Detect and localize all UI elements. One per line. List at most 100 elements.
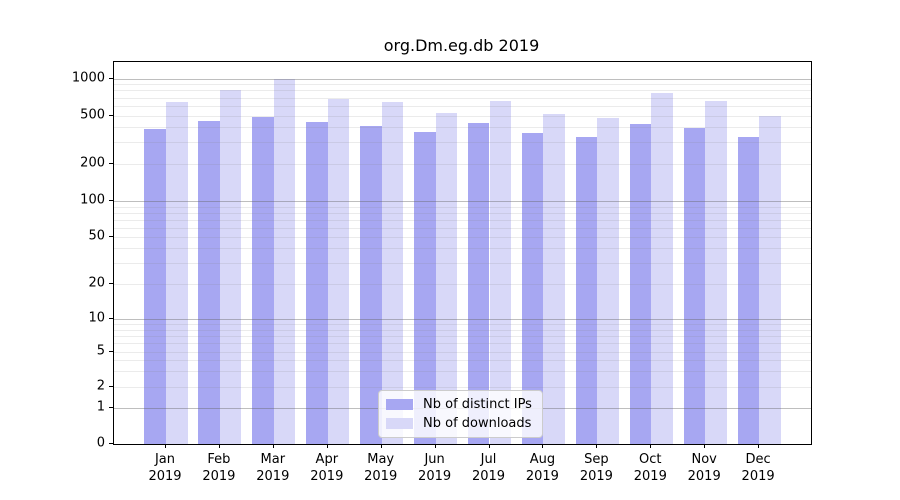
- bar-nb-of-distinct-ips-jun: [414, 132, 436, 444]
- x-tick-mark: [758, 444, 760, 448]
- x-tick-mark: [704, 444, 706, 448]
- gridline-minor: [114, 335, 811, 337]
- legend-swatch-distinct-ips: [386, 399, 413, 410]
- bar-nb-of-downloads-apr: [327, 99, 350, 444]
- y-tick-mark: [109, 350, 113, 352]
- chart-title: org.Dm.eg.db 2019: [383, 36, 540, 55]
- gridline-minor: [114, 219, 811, 221]
- x-tick-mark: [380, 444, 382, 448]
- x-tick-mark: [596, 444, 598, 448]
- bar-nb-of-downloads-mar: [273, 79, 296, 444]
- y-tick-label: 50: [88, 228, 105, 244]
- x-tick-mark: [488, 444, 490, 448]
- y-tick-label: 5: [96, 343, 105, 358]
- x-tick-label-oct: Oct 2019: [633, 452, 667, 484]
- legend-swatch-downloads: [386, 418, 413, 429]
- y-tick-mark: [109, 406, 113, 408]
- x-tick-label-feb: Feb 2019: [202, 452, 236, 484]
- y-tick-label: 0: [96, 435, 105, 451]
- bar-nb-of-distinct-ips-dec: [737, 136, 760, 444]
- bar-nb-of-downloads-feb: [219, 90, 242, 444]
- x-tick-label-may: May 2019: [364, 452, 398, 484]
- bar-nb-of-distinct-ips-mar: [252, 116, 274, 444]
- gridline-minor: [114, 115, 811, 117]
- bar-nb-of-downloads-aug: [543, 113, 565, 444]
- y-tick-mark: [109, 318, 113, 319]
- x-tick-label-dec: Dec 2019: [741, 452, 775, 484]
- bar-nb-of-downloads-oct: [651, 93, 673, 444]
- bar-nb-of-downloads-nov: [705, 101, 727, 444]
- x-tick-mark: [326, 444, 328, 448]
- y-tick-label: 500: [80, 107, 105, 122]
- gridline-minor: [114, 97, 811, 99]
- y-tick-mark: [109, 386, 113, 387]
- y-tick-mark: [109, 283, 113, 284]
- x-tick-label-jan: Jan 2019: [148, 452, 182, 484]
- legend-row-downloads: Nb of downloads: [386, 416, 532, 431]
- gridline-minor: [114, 227, 811, 229]
- x-tick-mark: [165, 444, 166, 448]
- bar-nb-of-distinct-ips-nov: [683, 127, 706, 444]
- gridline-minor: [114, 323, 811, 325]
- gridline-minor: [114, 351, 811, 353]
- x-tick-mark: [434, 444, 436, 448]
- gridline-minor: [114, 237, 811, 238]
- x-tick-mark: [272, 444, 274, 448]
- bar-nb-of-distinct-ips-aug: [521, 133, 544, 444]
- y-tick-mark: [109, 114, 113, 116]
- bar-nb-of-downloads-jun: [435, 112, 458, 444]
- x-tick-label-jun: Jun 2019: [418, 452, 452, 484]
- bar-nb-of-downloads-sep: [597, 118, 619, 444]
- gridline-major: [114, 201, 811, 202]
- gridline-minor: [114, 248, 811, 250]
- y-tick-label: 1000: [71, 70, 105, 85]
- gridline-minor: [114, 343, 811, 344]
- gridline-major: [114, 319, 811, 320]
- gridline-minor: [114, 360, 811, 362]
- gridline-minor: [114, 127, 811, 129]
- x-tick-label-aug: Aug 2019: [525, 452, 559, 484]
- gridline-minor: [114, 206, 811, 208]
- gridline-minor: [114, 105, 811, 107]
- legend-label-downloads: Nb of downloads: [423, 416, 532, 431]
- bar-nb-of-distinct-ips-oct: [629, 124, 652, 444]
- legend-row-distinct-ips: Nb of distinct IPs: [386, 397, 532, 412]
- gridline-minor: [114, 84, 811, 86]
- gridline-minor: [114, 163, 811, 165]
- gridline-minor: [114, 212, 811, 214]
- x-tick-label-jul: Jul 2019: [471, 452, 506, 484]
- y-tick-mark: [109, 162, 113, 164]
- y-tick-label: 200: [80, 155, 105, 170]
- gridline-minor: [114, 263, 811, 265]
- x-tick-label-apr: Apr 2019: [310, 452, 344, 484]
- bar-nb-of-distinct-ips-apr: [306, 121, 328, 444]
- gridline-minor: [114, 90, 811, 92]
- y-tick-label: 20: [88, 275, 105, 291]
- x-tick-mark: [218, 444, 220, 448]
- y-tick-label: 100: [80, 192, 105, 208]
- x-tick-mark: [650, 444, 652, 448]
- y-tick-label: 1: [96, 399, 105, 414]
- y-tick-mark: [109, 443, 113, 444]
- bar-nb-of-downloads-jan: [166, 101, 188, 444]
- bar-nb-of-downloads-may: [381, 102, 404, 444]
- gridline-minor: [114, 387, 811, 388]
- y-tick-mark: [109, 236, 113, 237]
- bar-nb-of-distinct-ips-jul: [467, 122, 490, 444]
- x-tick-mark: [542, 444, 544, 448]
- y-tick-label: 2: [96, 378, 105, 394]
- gridline-minor: [114, 142, 811, 144]
- bar-nb-of-distinct-ips-feb: [198, 121, 220, 444]
- legend-label-distinct-ips: Nb of distinct IPs: [423, 397, 532, 412]
- gridline-minor: [114, 284, 811, 285]
- y-tick-mark: [109, 77, 113, 79]
- bar-nb-of-downloads-jul: [489, 101, 512, 444]
- gridline-minor: [114, 329, 811, 331]
- x-tick-label-nov: Nov 2019: [687, 452, 721, 484]
- y-tick-mark: [109, 200, 113, 201]
- bar-nb-of-distinct-ips-may: [360, 125, 382, 444]
- plot-area: [113, 61, 812, 445]
- legend: Nb of distinct IPs Nb of downloads: [378, 390, 543, 438]
- gridline-major: [114, 78, 811, 80]
